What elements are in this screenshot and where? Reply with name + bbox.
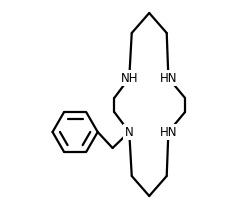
- Text: N: N: [124, 125, 133, 139]
- Text: NH: NH: [120, 71, 138, 84]
- Text: HN: HN: [159, 125, 176, 139]
- Text: HN: HN: [159, 71, 176, 84]
